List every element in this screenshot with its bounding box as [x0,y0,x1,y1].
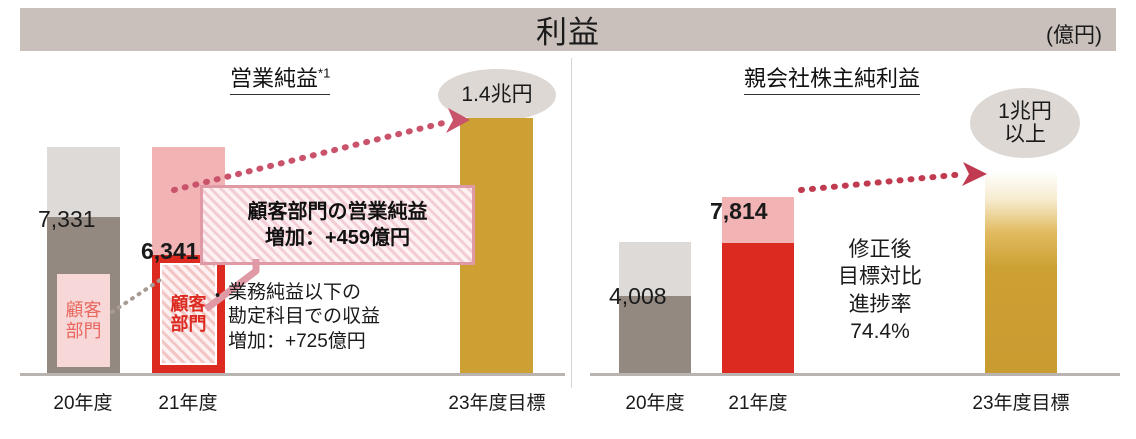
right-target-bubble: 1兆円 以上 [970,88,1080,158]
bar-fy20-segment-line2: 部門 [65,320,102,341]
right-center-note-line4: 74.4% [850,319,910,343]
left-callout-line1: 顧客部門の営業純益 [247,201,428,223]
bar-r-fy23-target [985,171,1057,373]
bar-r-fy21-value: 7,814 [710,198,768,224]
left-note-bullet: ・ [208,286,228,307]
bar-fy21-customer-segment: 顧客 部門 [160,263,217,365]
right-center-note: 修正後 目標対比 進捗率 74.4% [800,236,960,345]
right-chart-panel: 親会社株主純利益 1兆円 以上 4,008 7,814 修正後 目標対比 進捗率… [572,51,1136,439]
left-chart-title-footnote: *1 [318,65,331,81]
right-center-note-line1: 修正後 [848,238,912,261]
right-baseline [590,373,1120,376]
right-target-bubble-line1: 1兆円 [998,99,1052,123]
left-axis-label-fy20: 20年度 [53,393,113,414]
unit-label: (億円) [1046,24,1102,47]
left-note-text: 業務純益以下の 勘定科目での収益 増加：+725億円 [228,281,380,354]
left-note-line1: 業務純益以下の [228,282,362,303]
bar-fy20-segment-line1: 顧客 [65,300,102,321]
right-target-bubble-line2: 以上 [1004,123,1046,146]
left-target-bubble: 1.4兆円 [438,69,556,121]
left-baseline [20,373,565,376]
right-center-note-line3: 進捗率 [848,292,912,316]
left-chart-panel: 営業純益*1 1.4兆円 顧客 部門 7,331 顧客 部門 6,341 [0,51,572,439]
bar-fy20-upper [47,147,120,217]
left-callout-line2: 増加：+459億円 [264,227,411,249]
page-title: 利益 [536,15,600,50]
left-note-line3: 増加：+725億円 [228,330,366,352]
left-axis-label-fy23: 23年度目標 [448,393,546,414]
header-bar: 利益 (億円) [20,8,1116,51]
bar-r-fy21-upper [722,197,794,243]
left-target-bubble-text: 1.4兆円 [461,83,533,107]
right-center-note-line2: 目標対比 [838,265,922,289]
right-growth-arrow [798,162,987,193]
bar-r-fy21-lower [722,243,794,373]
bar-r-fy20-lower [619,296,691,373]
bar-fy20-customer-segment: 顧客 部門 [57,274,110,367]
panel-divider [571,58,572,388]
bar-r-fy20-value: 4,008 [609,283,667,309]
right-axis-label-fy23: 23年度目標 [972,393,1070,414]
left-chart-title: 営業純益*1 [230,61,331,95]
bar-r-fy20-upper [619,242,691,296]
right-axis-label-fy21: 21年度 [728,393,788,414]
bar-fy21-segment-line1: 顧客 [170,293,207,314]
left-note-line2: 勘定科目での収益 [228,306,381,328]
right-chart-title: 親会社株主純利益 [744,61,921,95]
left-callout-box: 顧客部門の営業純益 増加：+459億円 [200,185,475,265]
bar-fy21-segment-line2: 部門 [170,314,207,334]
left-axis-label-fy21: 21年度 [158,393,218,414]
right-axis-label-fy20: 20年度 [625,393,685,414]
bar-fy21-value: 6,341 [141,238,199,264]
bar-fy20-value: 7,331 [38,206,96,232]
